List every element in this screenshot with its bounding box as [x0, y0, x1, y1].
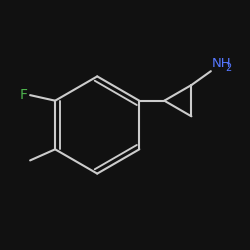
Text: NH: NH — [212, 57, 232, 70]
Text: F: F — [19, 88, 27, 102]
Text: 2: 2 — [225, 62, 232, 72]
